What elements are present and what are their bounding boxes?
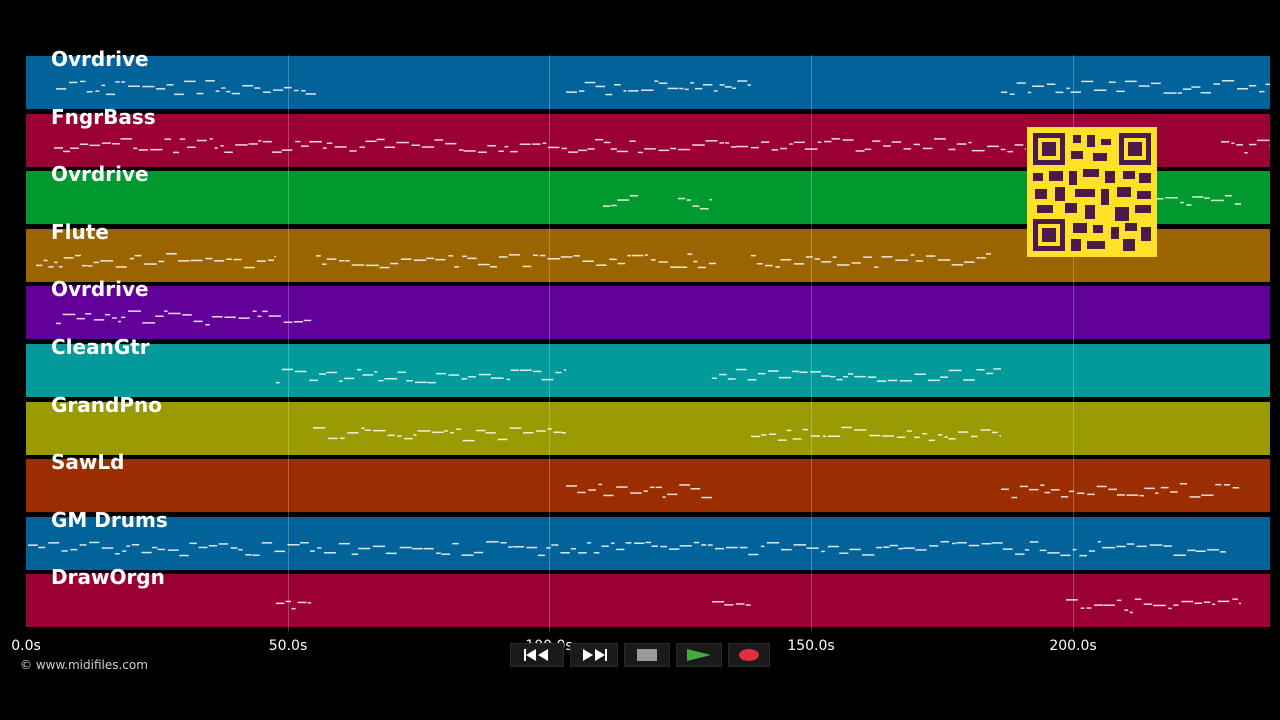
- track-label: Ovrdrive: [51, 47, 149, 71]
- note-marks: [276, 368, 1001, 384]
- stop-icon: [637, 649, 657, 661]
- track-label: GrandPno: [51, 392, 162, 417]
- note-marks: [313, 426, 1001, 441]
- time-tick: 150.0s: [787, 638, 835, 654]
- time-tick: 0.0s: [11, 638, 41, 654]
- rewind-icon: [524, 649, 548, 661]
- qr-code-icon: [1033, 133, 1151, 251]
- track-lane: SawLd: [26, 450, 1270, 514]
- track-lane: Ovrdrive: [26, 47, 1270, 110]
- track-label: Ovrdrive: [51, 162, 149, 187]
- track-label: Flute: [51, 219, 109, 244]
- fast-forward-icon: [583, 649, 607, 661]
- time-tick: 200.0s: [1049, 638, 1097, 654]
- time-tick: 50.0s: [268, 638, 308, 654]
- note-marks: [36, 252, 991, 269]
- play-button[interactable]: [676, 643, 722, 667]
- note-marks: [56, 310, 312, 326]
- fast-forward-button[interactable]: [570, 643, 618, 667]
- track-label: CleanGtr: [51, 335, 150, 359]
- track-label: FngrBass: [51, 104, 156, 129]
- track-label: GM Drums: [51, 507, 168, 532]
- note-marks: [56, 80, 1270, 96]
- track-lanes: Ovrdrive FngrBass Ovrdrive Flute Ovrdrive Cle…: [26, 47, 1270, 631]
- record-button[interactable]: [728, 643, 770, 667]
- track-label: DrawOrgn: [51, 565, 165, 590]
- note-marks: [566, 483, 1240, 499]
- track-lane: GrandPno: [26, 393, 1270, 456]
- play-icon: [687, 649, 711, 661]
- note-marks: [28, 540, 1226, 557]
- copyright-text: © www.midifiles.com: [20, 658, 148, 672]
- qr-code: [1027, 127, 1157, 257]
- track-lane: GM Drums: [26, 508, 1270, 571]
- note-marks: [276, 598, 1241, 614]
- stop-button[interactable]: [624, 643, 670, 667]
- track-lane: DrawOrgn: [26, 565, 1270, 629]
- track-label: Ovrdrive: [51, 277, 149, 302]
- transport-controls: [510, 643, 770, 669]
- note-marks: [54, 137, 1270, 154]
- record-icon: [739, 649, 759, 661]
- track-lane: Ovrdrive: [26, 277, 1270, 341]
- track-lane: CleanGtr: [26, 335, 1270, 398]
- note-marks: [603, 195, 1241, 210]
- track-label: SawLd: [51, 450, 125, 475]
- rewind-button[interactable]: [510, 643, 564, 667]
